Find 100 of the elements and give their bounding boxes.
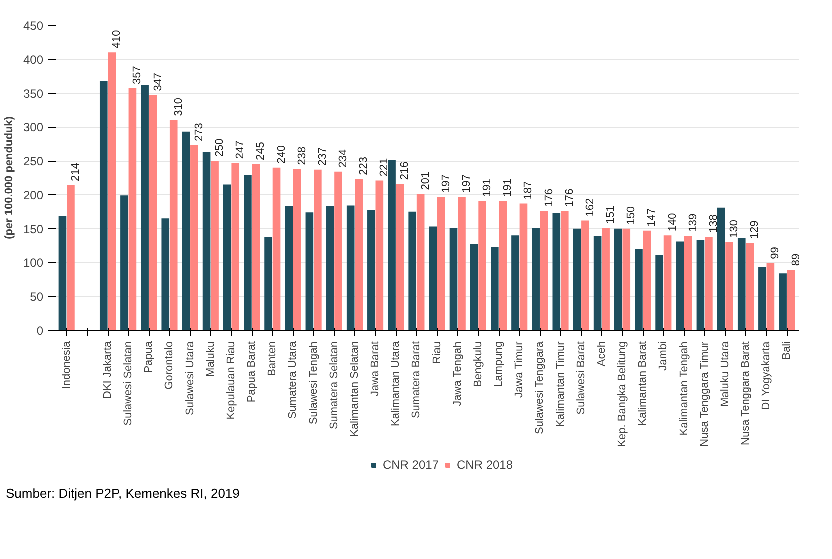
bar: [532, 228, 540, 330]
data-label: 150: [626, 206, 638, 225]
data-label: 216: [399, 162, 412, 180]
data-label: 245: [255, 142, 268, 160]
bar: [232, 163, 240, 330]
x-tick-label: Sulawesi Selatan: [122, 341, 135, 426]
x-tick-label: Kepulauan Riau: [225, 341, 238, 420]
x-tick-label: DKI Jakarta: [102, 340, 114, 399]
bar: [429, 226, 438, 330]
bar: [190, 145, 198, 330]
x-tick-label: Banten: [266, 341, 279, 376]
bar: [622, 228, 631, 330]
data-label: 223: [358, 156, 370, 176]
data-label: 240: [276, 145, 288, 164]
x-tick-label: Sumatera Barat: [410, 341, 423, 419]
bar: [573, 228, 582, 330]
y-tick-label: 250: [23, 154, 44, 169]
data-label: 250: [214, 138, 226, 158]
bar: [470, 244, 478, 330]
bar: [520, 204, 528, 330]
data-label: 357: [132, 66, 144, 85]
data-label: 138: [708, 214, 720, 233]
y-tick-label: 400: [23, 52, 44, 67]
x-tick-label: Kalimantan Selatan: [348, 341, 361, 437]
x-tick-label: Jambi: [658, 342, 670, 371]
x-tick-label: Jawa Timur: [514, 341, 526, 398]
y-tick-label: 300: [23, 120, 44, 135]
bar: [726, 242, 734, 330]
data-label: 197: [460, 174, 473, 193]
data-label: 197: [440, 174, 452, 193]
legend-label: CNR 2017: [382, 458, 439, 472]
bar: [346, 206, 355, 330]
x-tick-label: Maluku: [204, 341, 217, 377]
bar: [128, 88, 137, 330]
bar: [512, 236, 520, 330]
bar: [705, 236, 713, 330]
x-tick-label: Kalimantan Timur: [554, 341, 567, 428]
bar: [738, 238, 746, 330]
legend-label: CNR 2018: [457, 458, 514, 472]
x-tick-label: Sulawesi Tengah: [308, 342, 320, 425]
data-label: 310: [172, 98, 185, 116]
x-tick-label: Aceh: [596, 341, 608, 367]
x-tick-label: Kalimantan Utara: [390, 340, 402, 426]
y-tick-label: 450: [23, 19, 44, 33]
bar: [656, 255, 664, 330]
data-label: 140: [666, 213, 679, 232]
data-label: 201: [420, 172, 432, 190]
y-tick-label: 50: [30, 290, 44, 304]
bar: [306, 212, 314, 330]
bar: [314, 170, 322, 330]
bar: [202, 152, 211, 330]
bar: [696, 240, 705, 330]
x-tick-label: Indonesia: [60, 340, 73, 390]
text: Sumber: Ditjen P2P, Kemenkes RI, 2019: [6, 485, 240, 503]
bar: [499, 201, 508, 330]
bar: [108, 52, 116, 330]
bar: [408, 212, 417, 330]
bar: [416, 194, 425, 330]
data-label: 130: [728, 220, 741, 238]
bar: [334, 172, 342, 330]
data-label: 347: [152, 72, 164, 92]
bar: [149, 95, 158, 330]
data-label: 147: [646, 208, 658, 227]
bar: [223, 184, 232, 330]
bar: [100, 81, 108, 330]
bar: [376, 180, 384, 330]
data-label: 410: [111, 30, 124, 49]
bar: [67, 185, 75, 330]
bar: [602, 228, 610, 330]
bar: [58, 216, 67, 330]
bar: [594, 236, 602, 330]
x-tick-label: Lampung: [493, 341, 506, 388]
bar: [717, 208, 726, 330]
y-tick-label: 350: [23, 86, 44, 101]
x-tick-label: Jawa Tengah: [452, 342, 464, 406]
x-tick-label: DI Yogyakarta: [760, 340, 773, 410]
bar: [664, 236, 672, 330]
bar: [676, 242, 684, 330]
bar: [293, 169, 302, 330]
data-label: 176: [543, 188, 556, 208]
bar: [746, 243, 754, 330]
bar: [396, 184, 404, 330]
x-tick-label: Jawa Barat: [370, 341, 382, 397]
x-tick-label: Gorontalo: [164, 341, 176, 390]
x-tick-label: Bengkulu: [472, 341, 484, 388]
data-label: 176: [564, 188, 576, 208]
x-tick-label: Kalimantan Barat: [637, 341, 650, 426]
bar: [182, 132, 190, 330]
x-tick-label: Maluku Utara: [719, 340, 732, 407]
bar: [170, 120, 178, 330]
bar: [326, 206, 334, 330]
bar: [285, 206, 294, 330]
x-tick-label: Bali: [781, 342, 794, 360]
y-tick-label: 0: [36, 324, 44, 338]
data-label: 214: [70, 163, 82, 182]
data-label: 237: [316, 148, 329, 166]
bar: [450, 228, 458, 330]
bar: [779, 274, 787, 330]
bar: [120, 196, 128, 330]
bar: [643, 230, 652, 330]
